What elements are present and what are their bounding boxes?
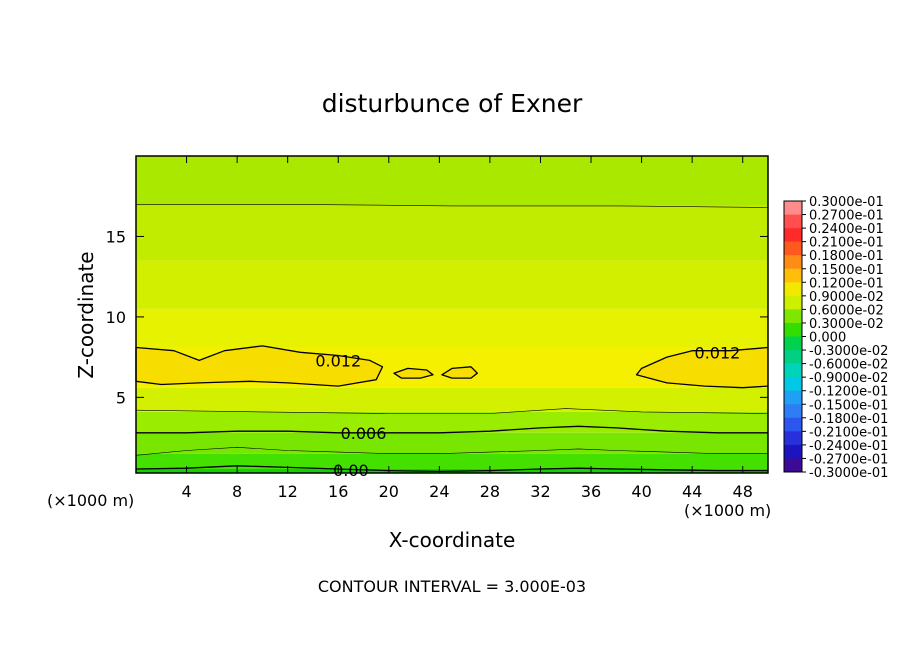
colorbar-swatch-3	[784, 241, 802, 256]
field-band-7	[136, 260, 768, 309]
color-bands	[136, 156, 768, 473]
field-band-9	[136, 156, 768, 206]
colorbar-swatch-7	[784, 295, 802, 310]
contour-label-2: 0.006	[341, 424, 387, 443]
colorbar-label-19: -0.2700e-01	[809, 452, 888, 467]
colorbar-swatch-8	[784, 309, 802, 324]
x-axis-label: X-coordinate	[389, 528, 516, 552]
colorbar-label-8: 0.6000e-02	[809, 303, 884, 318]
colorbar-label-5: 0.1500e-01	[809, 263, 884, 278]
colorbar-label-0: 0.3000e-01	[809, 195, 884, 210]
x-tick-label-0: 4	[181, 482, 191, 501]
colorbar-swatch-6	[784, 282, 802, 297]
colorbar-label-11: -0.3000e-02	[809, 344, 888, 359]
x-unit-left: (×1000 m)	[47, 491, 134, 510]
colorbar: 0.3000e-010.2700e-010.2400e-010.2100e-01…	[783, 195, 888, 481]
contour-line-0	[135, 345, 384, 387]
field-band-3	[136, 411, 768, 433]
x-tick-label-7: 32	[530, 482, 550, 501]
contour-line-8	[136, 204, 769, 208]
contour-label-0: 0.012	[315, 351, 361, 370]
colorbar-swatch-1	[784, 214, 802, 229]
colorbar-label-4: 0.1800e-01	[809, 249, 884, 264]
contour-line-3	[635, 346, 769, 389]
colorbar-swatch-18	[784, 444, 802, 459]
colorbar-swatch-10	[784, 336, 802, 351]
colorbar-swatch-0	[784, 201, 802, 215]
colorbar-label-3: 0.2100e-01	[809, 236, 884, 251]
contour-line-4	[136, 425, 768, 434]
x-tick-label-9: 40	[631, 482, 651, 501]
colorbar-swatch-19	[784, 458, 802, 473]
colorbar-label-13: -0.9000e-02	[809, 371, 888, 386]
y-tick-label-0: 5	[116, 388, 126, 407]
colorbar-swatch-9	[784, 322, 802, 337]
contour-line-2	[441, 366, 478, 379]
contour-label-1: 0.012	[695, 343, 741, 362]
contour-line-7	[135, 408, 769, 414]
field-band-4	[136, 387, 768, 412]
x-tick-label-1: 8	[232, 482, 242, 501]
colorbar-label-20: -0.3000e-01	[809, 466, 888, 481]
y-tick-label-1: 10	[106, 308, 126, 327]
contour-line-1	[393, 367, 434, 379]
y-axis-label: Z-coordinate	[74, 251, 98, 378]
colorbar-label-14: -0.1200e-01	[809, 385, 888, 400]
plot-frame	[135, 155, 769, 474]
contour-lines	[135, 204, 769, 473]
colorbar-swatch-4	[784, 255, 802, 270]
field-band-6	[136, 308, 768, 348]
colorbar-label-18: -0.2400e-01	[809, 439, 888, 454]
colorbar-swatch-12	[784, 363, 802, 378]
x-tick-label-4: 20	[379, 482, 399, 501]
colorbar-label-17: -0.2100e-01	[809, 425, 888, 440]
max-region-1	[393, 368, 433, 379]
colorbar-swatch-5	[784, 268, 802, 283]
field-band-2	[136, 432, 768, 454]
contour-line-5	[135, 447, 768, 456]
x-tick-label-10: 44	[682, 482, 702, 501]
x-tick-label-3: 16	[328, 482, 348, 501]
max-region-0	[136, 345, 383, 387]
x-unit-right: (×1000 m)	[684, 501, 771, 520]
colorbar-swatch-17	[784, 431, 802, 446]
chart-title: disturbunce of Exner	[322, 89, 583, 118]
x-tick-label-8: 36	[581, 482, 601, 501]
x-tick-label-11: 48	[733, 482, 753, 501]
colorbar-swatch-14	[784, 390, 802, 405]
contour-label-3: 0.00	[333, 461, 369, 480]
colorbar-label-9: 0.3000e-02	[809, 317, 884, 332]
colorbar-swatch-2	[784, 228, 802, 242]
colorbar-swatch-13	[784, 377, 802, 391]
colorbar-swatch-15	[784, 404, 802, 419]
colorbar-label-15: -0.1500e-01	[809, 398, 888, 413]
x-tick-label-5: 24	[429, 482, 449, 501]
colorbar-label-12: -0.6000e-02	[809, 358, 888, 373]
colorbar-label-16: -0.1800e-01	[809, 412, 888, 427]
colorbar-label-6: 0.1200e-01	[809, 276, 884, 291]
colorbar-swatch-11	[784, 350, 802, 364]
colorbar-label-2: 0.2400e-01	[809, 222, 884, 237]
field-band-1	[136, 453, 768, 469]
contour-labels: 0.012 0.012 0.006 0.00	[315, 343, 741, 480]
colorbar-swatch-16	[784, 417, 802, 432]
colorbar-label-10: 0.000	[809, 331, 846, 346]
x-tick-label-6: 28	[480, 482, 500, 501]
colorbar-label-7: 0.9000e-02	[809, 290, 884, 305]
contour-line-6	[135, 465, 768, 473]
x-tick-label-2: 12	[278, 482, 298, 501]
max-region-3	[636, 347, 768, 388]
contour-interval-text: CONTOUR INTERVAL = 3.000E-03	[318, 577, 586, 596]
field-band-8	[136, 205, 768, 261]
y-tick-label-2: 15	[106, 227, 126, 246]
colorbar-label-1: 0.2700e-01	[809, 209, 884, 224]
